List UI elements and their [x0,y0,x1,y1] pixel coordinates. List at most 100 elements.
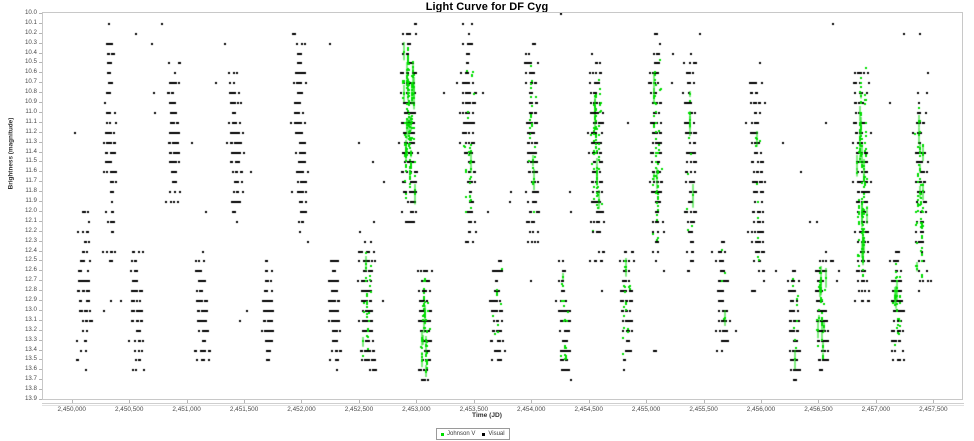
y-tick-mark [39,300,42,302]
x-tick-label: 2,455,000 [631,406,661,413]
x-tick-mark [818,400,820,403]
y-axis: 10.0 10.1 10.2 10.3 10.4 10.5 10.6 10.7 10.8 10.9… [0,9,42,402]
legend-entry[interactable]: Johnson V [441,430,475,438]
y-tick-mark [39,151,42,153]
data-points-canvas [43,13,962,399]
y-tick-label: 11.7 [25,177,37,185]
y-tick-label: 10.4 [24,48,37,56]
y-tick-mark [39,131,42,133]
y-tick-label: 13.5 [24,355,37,363]
y-tick-mark [39,399,42,400]
y-tick-label: 11.0 [25,107,37,115]
x-tick-label: 2,451,000 [172,406,201,413]
legend-label: Visual [488,431,505,437]
x-tick-label: 2,452,000 [287,406,316,413]
x-tick-label: 2,454,000 [517,406,546,413]
x-axis: 2,450,000 2,450,500 2,451,000 2,451,500 2,45… [42,400,964,420]
x-tick-mark [244,400,246,403]
legend-entry[interactable]: Visual [482,430,505,438]
y-tick-mark [39,369,42,371]
y-tick-mark [39,260,42,262]
y-tick-label: 10.2 [24,28,37,36]
y-tick-label: 10.8 [24,88,37,96]
y-tick-mark [39,32,42,34]
y-tick-mark [39,141,42,143]
y-tick-mark [39,62,42,64]
y-tick-mark [39,379,42,381]
x-tick-label: 2,457,000 [861,406,891,413]
x-tick-mark [760,400,762,403]
y-tick-label: 12.9 [24,296,37,304]
y-tick-mark [39,201,42,203]
y-tick-mark [39,102,42,104]
y-tick-label: 13.4 [24,345,37,353]
y-tick-mark [39,349,42,351]
x-tick-mark [703,400,705,403]
y-tick-label: 12.7 [24,276,37,284]
y-tick-label: 13.3 [24,335,37,343]
y-tick-label: 11.6 [25,167,37,175]
y-tick-mark [39,72,42,74]
legend-label: Johnson V [447,431,476,437]
y-tick-mark [39,250,42,252]
y-tick-label: 13.6 [24,365,37,373]
x-tick-mark [186,400,188,403]
y-tick-mark [39,210,42,212]
x-tick-mark [875,400,877,403]
y-tick-mark [39,111,42,113]
y-tick-label: 10.6 [24,68,37,76]
y-tick-label: 13.9 [24,395,37,402]
y-tick-label: 12.8 [24,286,37,294]
x-tick-mark [646,400,648,403]
x-tick-label: 2,451,500 [229,406,259,413]
chart-title: Light Curve for DF Cyg [425,1,549,13]
y-tick-label: 12.1 [24,216,37,224]
y-tick-mark [39,92,42,94]
y-tick-label: 11.4 [25,147,37,155]
x-tick-label: 2,450,500 [114,406,144,413]
plot-area[interactable] [42,12,963,400]
x-tick-label: 2,457,500 [919,406,948,413]
y-tick-mark [39,270,42,272]
y-tick-label: 11.9 [25,197,37,205]
y-tick-mark [39,309,42,311]
x-axis-line-secondary [42,405,964,406]
y-tick-label: 12.6 [24,266,37,274]
y-tick-mark [39,161,42,163]
x-tick-label: 2,450,000 [57,406,86,413]
y-tick-mark [39,181,42,183]
y-tick-label: 10.7 [24,78,37,86]
y-tick-label: 12.4 [24,246,37,254]
x-tick-label: 2,452,500 [344,406,374,413]
y-tick-label: 12.2 [24,226,37,234]
x-tick-mark [531,400,533,403]
y-tick-label: 10.3 [24,38,37,46]
y-tick-mark [39,171,42,173]
chart-legend[interactable]: Johnson V Visual [436,428,510,440]
y-tick-mark [39,42,42,44]
y-tick-label: 12.5 [24,256,37,264]
y-tick-label: 13.7 [24,375,37,383]
x-tick-mark [416,400,418,403]
x-tick-mark [358,400,360,403]
y-tick-label: 10.0 [24,9,37,16]
y-tick-mark [39,339,42,341]
y-tick-label: 12.0 [24,206,37,214]
y-tick-label: 13.0 [24,305,37,313]
y-tick-mark [39,82,42,84]
y-tick-mark [39,22,42,24]
y-tick-mark [39,389,42,391]
y-tick-mark [39,240,42,242]
x-tick-label: 2,456,500 [804,406,833,413]
x-tick-mark [129,400,131,403]
x-tick-mark [588,400,590,403]
x-tick-label: 2,455,500 [689,406,718,413]
y-tick-mark [39,220,42,222]
y-tick-label: 11.1 [25,117,37,125]
y-tick-label: 11.5 [25,157,37,165]
x-tick-label: 2,456,000 [746,406,776,413]
y-tick-label: 12.3 [24,236,37,244]
x-tick-mark [473,400,475,403]
y-tick-mark [39,121,42,123]
